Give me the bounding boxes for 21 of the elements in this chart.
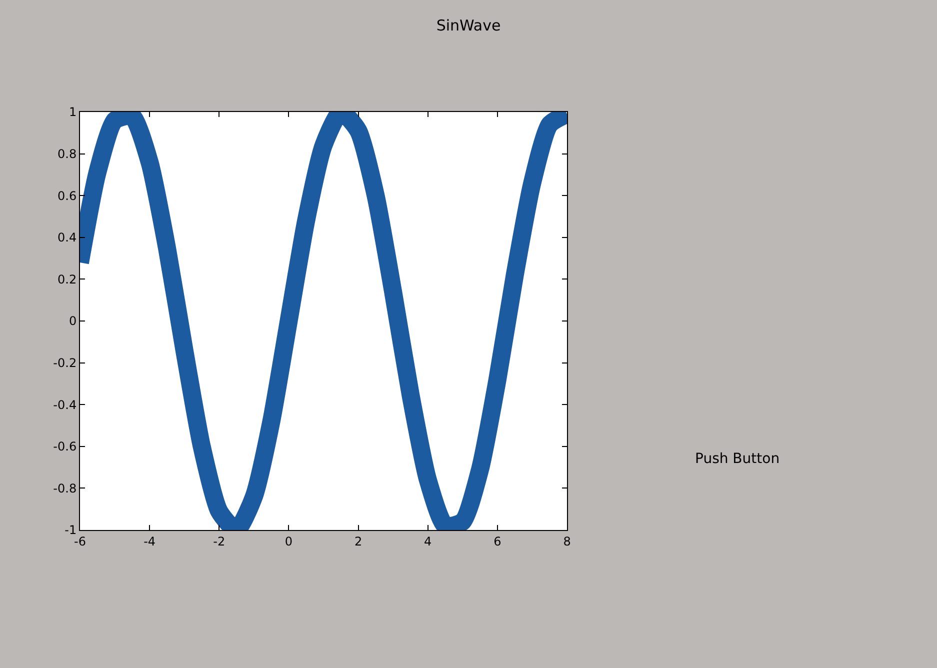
x-tick-label: -4 [144, 534, 156, 548]
y-tick-label: 0.6 [58, 188, 77, 203]
y-tick-label: -0.4 [53, 398, 77, 412]
x-tick-label: -6 [74, 534, 86, 548]
x-tick-label: -2 [213, 534, 226, 548]
y-tick-label: 0.4 [58, 230, 77, 245]
y-tick-label: -0.8 [53, 481, 77, 496]
x-tick-label: 0 [284, 534, 293, 548]
x-tick-label: 6 [494, 534, 502, 548]
y-tick-label: 0.2 [58, 272, 77, 286]
y-tick-label: 1 [68, 105, 77, 120]
y-tick-label: -1 [64, 523, 77, 538]
x-tick-label: 8 [563, 534, 571, 548]
x-tick-label: 4 [424, 534, 432, 548]
text: Push Button [695, 451, 780, 467]
y-tick-label: 0 [68, 314, 77, 328]
y-tick-label: -0.2 [53, 356, 77, 370]
chart-title: SinWave [436, 16, 501, 35]
x-tick-label: 2 [354, 534, 362, 548]
y-tick-label: 0.8 [58, 147, 77, 161]
y-tick-label: -0.6 [53, 440, 77, 454]
